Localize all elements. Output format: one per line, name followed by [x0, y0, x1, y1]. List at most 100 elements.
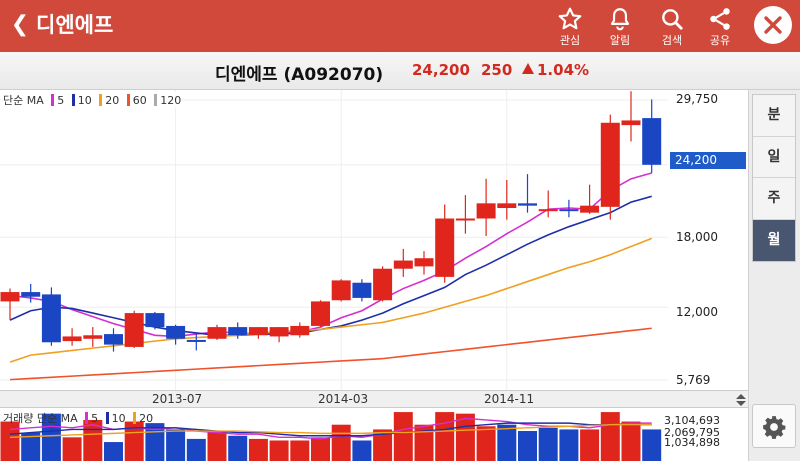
ma120-label: 120 — [160, 93, 182, 107]
candle-body — [497, 203, 517, 209]
up-arrow-icon — [522, 63, 534, 74]
volume-bar — [228, 435, 248, 461]
favorite-label: 관심 — [559, 34, 581, 47]
volume-ma10-line — [9, 422, 652, 437]
period-minute-button[interactable]: 분 — [753, 95, 795, 137]
candle-body — [435, 218, 455, 277]
scroll-down-icon[interactable] — [736, 401, 746, 406]
star-icon — [558, 7, 582, 30]
y-tick-label: 18,000 — [676, 230, 718, 244]
x-axis[interactable]: 2013-07 2014-03 2014-11 — [0, 390, 748, 408]
volume-chart[interactable]: 거래량 단순 MA 5 10 20 3,104,693 2,069,795 1,… — [0, 408, 748, 461]
candle-body — [580, 205, 600, 213]
ma5-swatch — [51, 94, 55, 106]
volume-bar — [559, 429, 579, 461]
ma5-label: 5 — [57, 93, 65, 107]
candle-body — [21, 292, 41, 297]
volume-chart-canvas — [0, 412, 662, 461]
candle-body — [600, 122, 620, 207]
volume-bar — [373, 429, 393, 461]
price-chart[interactable]: 단순 MA 5 10 20 60 120 29,750 24,200 18,00… — [0, 90, 748, 390]
price-chart-canvas — [0, 90, 668, 390]
candle-body — [145, 313, 165, 328]
alert-label: 알림 — [609, 34, 631, 47]
volume-bar — [269, 440, 289, 461]
x-tick-label: 2013-07 — [152, 392, 203, 406]
back-button[interactable]: ❮ — [8, 11, 32, 39]
stock-name: 디엔에프 (A092070) — [215, 65, 384, 85]
volume-bar — [414, 424, 434, 461]
period-month-button[interactable]: 월 — [753, 219, 795, 261]
scroll-up-icon[interactable] — [736, 394, 746, 399]
volume-bar — [352, 440, 372, 461]
search-label: 검색 — [661, 34, 683, 47]
quote-bar: 디엔에프 (A092070) 24,200 250 1.04% — [0, 52, 800, 90]
volume-bar — [642, 429, 662, 461]
search-button[interactable]: 검색 — [646, 4, 698, 50]
gear-icon — [763, 416, 786, 439]
candle-body — [248, 327, 268, 336]
candle-body — [642, 118, 662, 165]
close-button[interactable] — [754, 6, 792, 44]
vol-ma5-swatch — [85, 412, 89, 424]
candle-body — [559, 209, 579, 212]
volume-bar — [248, 438, 268, 461]
candle-body — [518, 203, 537, 206]
volume-bar — [476, 426, 496, 461]
x-tick-label: 2014-03 — [318, 392, 369, 406]
vol-ma20-label: 20 — [139, 411, 154, 425]
candle-body — [373, 268, 393, 301]
y-tick-label: 5,769 — [676, 373, 711, 387]
search-icon — [662, 9, 683, 30]
candle-body — [290, 325, 310, 336]
share-label: 공유 — [709, 34, 731, 47]
candle-body — [455, 218, 475, 221]
candle-body — [0, 292, 20, 302]
price-change-percent: 1.04% — [537, 61, 590, 79]
y-tick-label: 29,750 — [676, 92, 718, 106]
vol-ma5-label: 5 — [91, 411, 99, 425]
vol-ma10-swatch — [105, 412, 109, 424]
price-ma-legend: 단순 MA 5 10 20 60 120 — [3, 92, 182, 108]
candle-body — [228, 327, 248, 336]
ma60-swatch — [126, 94, 130, 106]
ma10-label: 10 — [77, 93, 92, 107]
volume-bar — [497, 424, 517, 461]
candle-body — [269, 327, 289, 337]
alert-button[interactable]: 알림 — [594, 4, 646, 50]
favorite-button[interactable]: 관심 — [544, 4, 596, 50]
volume-ma-legend: 거래량 단순 MA 5 10 20 — [3, 410, 153, 426]
close-icon — [764, 16, 782, 34]
period-day-button[interactable]: 일 — [753, 137, 795, 178]
volume-bar — [290, 440, 310, 461]
volume-bar — [62, 437, 82, 461]
candle-body — [207, 327, 227, 339]
price-change: 250 — [481, 61, 513, 79]
ma60-label: 60 — [132, 93, 147, 107]
settings-button[interactable] — [752, 404, 796, 448]
vol-ma20-swatch — [133, 412, 137, 424]
period-week-button[interactable]: 주 — [753, 178, 795, 220]
volume-bar — [621, 421, 641, 461]
volume-tick-label: 1,034,898 — [664, 436, 720, 449]
candle-body — [414, 258, 434, 267]
candle-body — [538, 209, 558, 212]
candle-body — [393, 260, 413, 269]
volume-bar — [518, 431, 537, 461]
candle-body — [621, 120, 641, 126]
candle-body — [311, 301, 330, 326]
period-selector: 분 일 주 월 — [752, 94, 796, 262]
volume-bar — [580, 429, 600, 461]
candle-body — [166, 325, 186, 339]
volume-tick-label: 3,104,693 — [664, 414, 720, 427]
x-tick-label: 2014-11 — [484, 392, 535, 406]
ma60-line — [9, 327, 652, 381]
ma20-line — [9, 237, 652, 363]
volume-bar — [83, 419, 103, 461]
candle-body — [62, 336, 82, 342]
candle-body — [83, 335, 103, 339]
candle-body — [331, 280, 351, 301]
share-button[interactable]: 공유 — [694, 4, 746, 50]
volume-legend-prefix: 거래량 단순 MA — [3, 412, 78, 425]
